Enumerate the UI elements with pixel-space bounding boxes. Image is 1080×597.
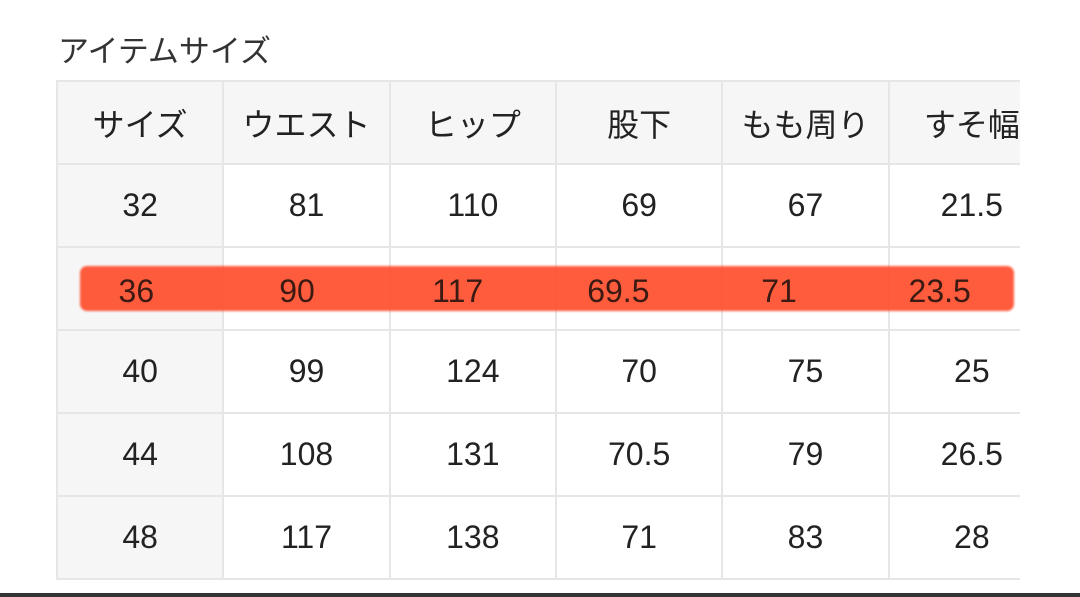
value-cell: 99 [222, 329, 391, 414]
table-row: 40 99 124 70 75 25 [56, 329, 1020, 414]
highlight-marker [80, 266, 1014, 311]
value-cell: 75 [721, 329, 890, 414]
table-row: 48 117 138 71 83 28 [56, 495, 1020, 580]
table-row: 44 108 131 70.5 79 26.5 [56, 412, 1020, 497]
value-cell: 79 [721, 412, 890, 497]
section-title: アイテムサイズ [58, 34, 271, 69]
highlighted-cell: 23.5 [908, 273, 971, 309]
value-cell: 83 [721, 495, 890, 580]
value-cell: 81 [222, 163, 391, 248]
value-cell: 108 [222, 412, 391, 497]
highlighted-cell: 36 [118, 273, 155, 309]
size-table: サイズ ウエスト ヒップ 股下 もも周り すそ幅 32 81 110 69 67 21.5 40 99 1… [56, 80, 1020, 580]
size-cell: 48 [56, 495, 225, 580]
highlighted-cell: 117 [432, 273, 484, 309]
highlighted-cell: 71 [761, 273, 797, 309]
size-cell: 32 [56, 163, 225, 248]
size-cell: 40 [56, 329, 225, 414]
value-cell: 28 [887, 495, 1020, 580]
value-cell: 117 [222, 495, 391, 580]
table-header-row: サイズ ウエスト ヒップ 股下 もも周り すそ幅 [56, 80, 1020, 165]
value-cell: 70.5 [554, 412, 724, 497]
column-header: ヒップ [388, 80, 557, 165]
value-cell: 138 [388, 495, 557, 580]
value-cell: 71 [554, 495, 724, 580]
column-header: もも周り [721, 80, 890, 165]
value-cell: 21.5 [887, 163, 1020, 248]
value-cell: 110 [388, 163, 557, 248]
size-cell: 44 [56, 412, 225, 497]
column-header: ウエスト [222, 80, 391, 165]
value-cell: 70 [554, 329, 724, 414]
column-header: サイズ [56, 80, 225, 165]
value-cell: 26.5 [887, 412, 1020, 497]
column-header: すそ幅 [887, 80, 1020, 165]
column-header: 股下 [554, 80, 724, 165]
highlighted-cell: 90 [279, 273, 315, 309]
value-cell: 69 [554, 163, 724, 248]
value-cell: 131 [388, 412, 557, 497]
bottom-border [0, 593, 1080, 597]
size-table-container: サイズ ウエスト ヒップ 股下 もも周り すそ幅 32 81 110 69 67 21.5 40 99 1… [56, 80, 1020, 590]
highlighted-cell: 69.5 [587, 273, 650, 309]
value-cell: 25 [887, 329, 1020, 414]
value-cell: 67 [721, 163, 890, 248]
highlighted-row: 36 90 117 69.5 71 23.5 [56, 266, 1020, 311]
table-row: 32 81 110 69 67 21.5 [56, 163, 1020, 248]
value-cell: 124 [388, 329, 557, 414]
